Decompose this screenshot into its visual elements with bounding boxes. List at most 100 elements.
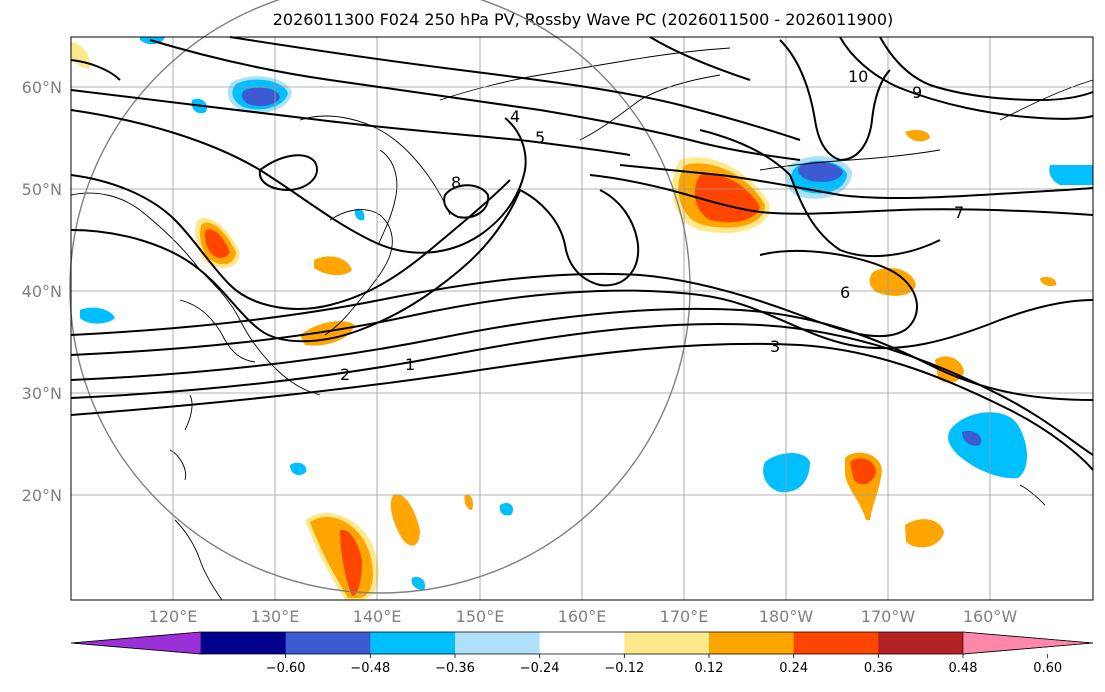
- negative-anomaly-small-1: [290, 462, 307, 476]
- lat-label: 50°N: [22, 180, 62, 199]
- colorbar-tick-label: 0.36: [864, 661, 893, 676]
- contour-line: [70, 307, 1094, 401]
- contour-line: [879, 36, 1094, 102]
- contour-line: [70, 59, 121, 81]
- positive-anomaly-small-trop: [464, 494, 473, 510]
- colorbar-bin: [370, 632, 456, 654]
- contour-line: [519, 189, 640, 287]
- contour-line: [149, 39, 801, 161]
- positive-anomaly-south: [905, 519, 944, 548]
- lat-label: 60°N: [22, 78, 62, 97]
- lon-label: 150°E: [456, 607, 505, 626]
- contour-label-9: 9: [912, 83, 922, 102]
- pv-anomaly-shading: [71, 37, 1093, 600]
- contour-line: [70, 89, 631, 156]
- lon-label: 140°E: [353, 607, 402, 626]
- latitude-axis: 60°N 50°N 40°N 30°N 20°N: [22, 78, 62, 505]
- lon-label: 180°W: [759, 607, 814, 626]
- contour-label-2: 2: [340, 365, 350, 384]
- colorbar-bin: [624, 632, 710, 654]
- contour-line: [70, 250, 918, 338]
- map-panel: 1 2 3 4 5 6 7 8 9 10: [69, 0, 1094, 601]
- contour-label-7: 7: [954, 203, 964, 222]
- contour-line: [70, 189, 521, 343]
- coastlines: [70, 47, 1094, 601]
- negative-anomaly-small-2: [499, 503, 514, 516]
- contour-line: [258, 154, 318, 192]
- positive-anomaly-small-east: [1040, 276, 1057, 287]
- negative-anomaly-east-max: [962, 430, 982, 446]
- positive-anomaly-seaofjapan: [314, 256, 352, 276]
- contour-label-6: 6: [840, 283, 850, 302]
- negative-anomaly-okhotsk-max: [241, 87, 280, 106]
- contour-label-3: 3: [770, 337, 780, 356]
- colorbar-tick-label: 0.24: [779, 661, 808, 676]
- lon-label: 170°W: [861, 607, 916, 626]
- contour-line: [70, 174, 511, 310]
- contour-line: [229, 36, 801, 141]
- colorbar: −0.60 −0.48 −0.36 −0.24 −0.12 0.12 0.24 0.36 0.4…: [70, 631, 1094, 676]
- positive-anomaly-tropics-east-core: [850, 458, 876, 485]
- contour-labels: 1 2 3 4 5 6 7 8 9 10: [340, 67, 964, 384]
- colorbar-outline: [70, 631, 1094, 655]
- negative-anomaly-east: [948, 412, 1027, 479]
- positive-anomaly-dateline: [869, 268, 916, 296]
- negative-anomaly-bering-max: [798, 161, 843, 182]
- colorbar-tick-label: 0.12: [695, 661, 724, 676]
- positive-anomaly-small-aleutian: [905, 130, 930, 142]
- contour-line: [619, 164, 1094, 200]
- contour-label-10: 10: [848, 67, 868, 86]
- colorbar-bin: [285, 632, 371, 654]
- colorbar-bin: [878, 632, 964, 654]
- colorbar-extend-low: [70, 631, 202, 655]
- colorbar-bin: [539, 632, 625, 654]
- contour-line: [649, 36, 751, 81]
- colorbar-bin: [201, 632, 287, 654]
- negative-anomaly-small-5: [354, 208, 365, 221]
- contour-line: [70, 289, 1094, 356]
- lat-label: 30°N: [22, 384, 62, 403]
- contour-line: [70, 342, 1094, 471]
- lon-label: 120°E: [149, 607, 198, 626]
- positive-anomaly-tropics-mid: [390, 494, 420, 546]
- contour-line: [70, 323, 1094, 456]
- contour-label-4: 4: [510, 107, 520, 126]
- colorbar-bin: [709, 632, 795, 654]
- figure-title: 2026011300 F024 250 hPa PV, Rossby Wave …: [273, 10, 894, 29]
- positive-anomaly-tropics-west-max: [340, 529, 362, 596]
- contour-line: [70, 109, 527, 254]
- contour-line: [589, 174, 1094, 216]
- pv-contours: [70, 36, 1094, 471]
- positive-anomaly-korea-max: [205, 229, 230, 258]
- colorbar-tick-label: −0.12: [604, 661, 644, 676]
- radius-circle: [69, 0, 691, 594]
- contour-line: [443, 184, 490, 219]
- colorbar-tick-label: −0.48: [350, 661, 390, 676]
- negative-anomaly-central-pacific: [763, 453, 810, 493]
- contour-line: [779, 39, 891, 162]
- contour-line: [839, 36, 1094, 120]
- contour-label-5: 5: [535, 128, 545, 147]
- lon-label: 170°E: [660, 607, 709, 626]
- colorbar-tick-label: −0.60: [266, 661, 306, 676]
- contour-label-1: 1: [405, 355, 415, 374]
- contour-label-8: 8: [451, 173, 461, 192]
- colorbar-tick-label: 0.48: [949, 661, 978, 676]
- lat-label: 40°N: [22, 282, 62, 301]
- colorbar-bin: [455, 632, 541, 654]
- colorbar-tick-label: 0.60: [1033, 661, 1062, 676]
- lon-label: 130°E: [251, 607, 300, 626]
- negative-anomaly-small-4: [411, 576, 426, 590]
- lon-label: 160°W: [963, 607, 1018, 626]
- colorbar-tick-label: −0.36: [435, 661, 475, 676]
- negative-anomaly-west-edge: [80, 307, 115, 324]
- map-frame: [70, 36, 1094, 601]
- longitude-axis: 120°E 130°E 140°E 150°E 160°E 170°E 180°…: [149, 607, 1018, 626]
- negative-anomaly-far-east: [1049, 165, 1093, 185]
- colorbar-extend-high: [962, 631, 1094, 655]
- colorbar-tick-label: −0.24: [520, 661, 560, 676]
- colorbar-bin: [793, 632, 879, 654]
- contour-line: [699, 129, 941, 258]
- lon-label: 160°E: [558, 607, 607, 626]
